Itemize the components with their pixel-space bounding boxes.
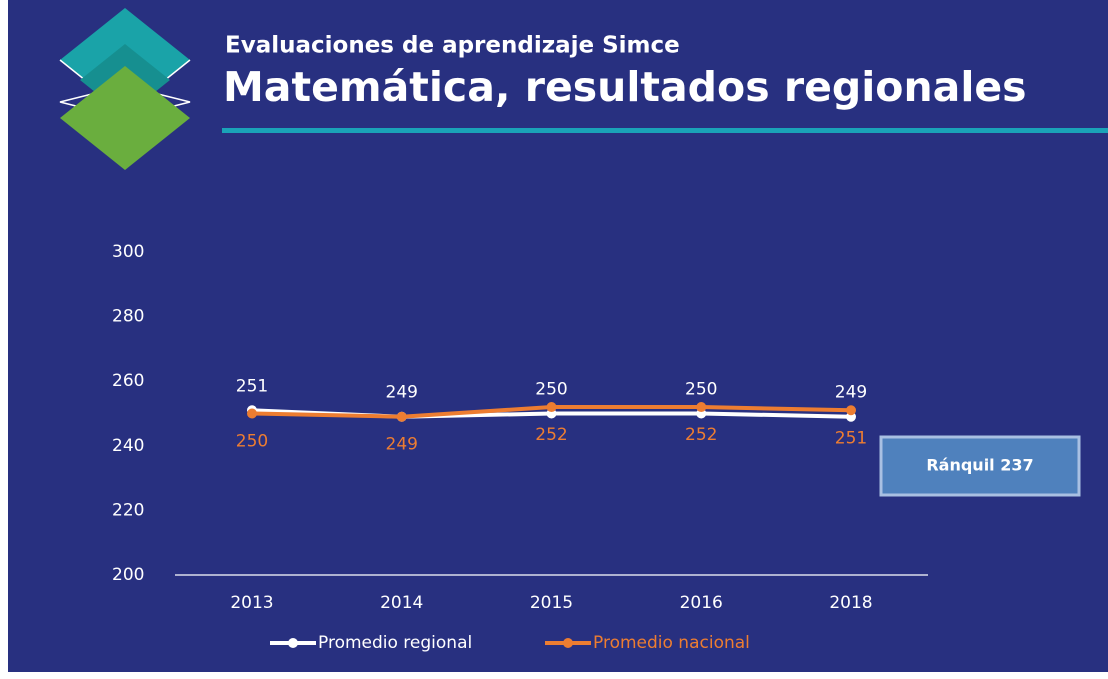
data-label: 249	[386, 383, 418, 403]
y-tick-label: 280	[112, 307, 144, 327]
data-label: 249	[386, 435, 418, 455]
annotation-text: Ránquil 237	[926, 456, 1033, 475]
x-tick-label: 2014	[380, 593, 423, 613]
legend: Promedio regional Promedio nacional	[270, 633, 750, 653]
y-tick-label: 240	[112, 436, 144, 456]
title-underline	[222, 128, 1108, 133]
slide-background	[8, 0, 1108, 672]
y-tick-label: 200	[112, 565, 144, 585]
data-label: 250	[535, 380, 567, 400]
legend-label: Promedio nacional	[593, 633, 750, 653]
y-tick-label: 260	[112, 371, 144, 391]
legend-label: Promedio regional	[318, 633, 472, 653]
x-tick-label: 2015	[530, 593, 573, 613]
data-label: 252	[685, 425, 717, 445]
y-tick-label: 300	[112, 242, 144, 262]
data-label: 250	[685, 380, 717, 400]
annotation-box	[879, 435, 1081, 497]
legend-marker	[288, 638, 298, 648]
data-label: 252	[535, 425, 567, 445]
title: Matemática, resultados regionales	[223, 63, 1027, 111]
data-label: 251	[236, 376, 268, 396]
data-label: 251	[835, 428, 867, 448]
data-point	[546, 402, 557, 413]
x-tick-label: 2016	[680, 593, 723, 613]
data-point	[696, 402, 707, 413]
x-tick-label: 2013	[230, 593, 273, 613]
supertitle: Evaluaciones de aprendizaje Simce	[225, 33, 680, 59]
logo	[59, 8, 191, 170]
data-point	[247, 408, 257, 419]
y-tick-label: 220	[112, 500, 144, 520]
data-label: 250	[236, 432, 268, 452]
data-point	[396, 411, 407, 422]
x-tick-label: 2018	[829, 593, 872, 613]
data-label: 249	[835, 383, 867, 403]
legend-marker	[563, 638, 573, 648]
data-point	[846, 405, 856, 416]
